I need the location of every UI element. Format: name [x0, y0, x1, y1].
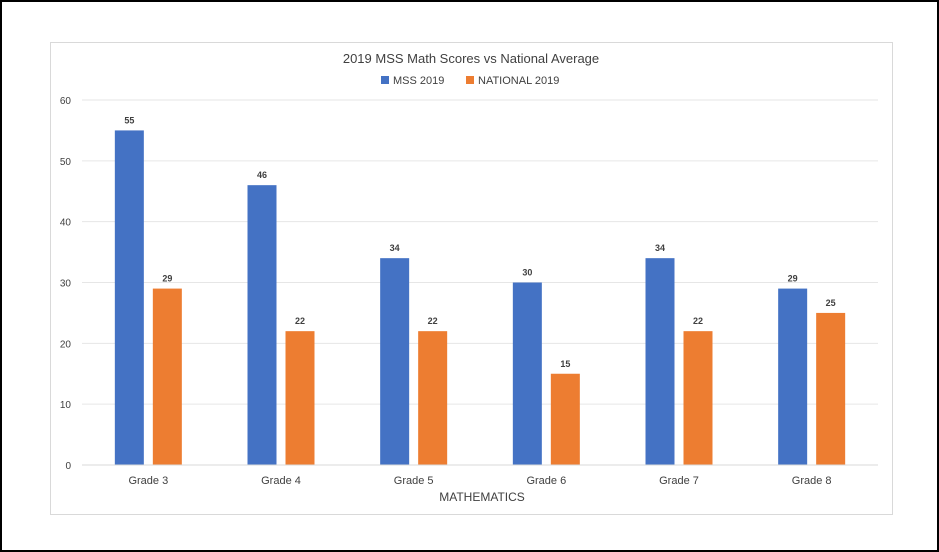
data-label: 29: [788, 274, 798, 284]
data-label: 22: [693, 316, 703, 326]
legend-swatch-mss: [381, 76, 389, 84]
data-label: 25: [826, 298, 836, 308]
data-label: 29: [162, 274, 172, 284]
bar-national: [418, 331, 448, 465]
x-axis-title: MATHEMATICS: [439, 490, 525, 504]
chart-area: 2019 MSS Math Scores vs National Average…: [50, 42, 893, 515]
y-tick-label: 20: [60, 339, 72, 350]
bar-national: [285, 331, 315, 465]
x-tick-label: Grade 6: [526, 475, 566, 487]
bar-mss: [380, 258, 410, 465]
legend: MSS 2019 NATIONAL 2019: [381, 75, 559, 87]
bar-mss: [778, 288, 808, 465]
y-tick-label: 60: [60, 96, 72, 107]
data-label: 46: [257, 170, 267, 180]
bar-mss: [114, 130, 144, 465]
data-labels: 55 29 46 22 34 22 30 15 34 22 29 25: [124, 115, 835, 368]
chart-title: 2019 MSS Math Scores vs National Average: [343, 51, 599, 66]
x-tick-label: Grade 5: [394, 475, 434, 487]
y-tick-label: 50: [60, 157, 72, 168]
legend-swatch-national: [466, 76, 474, 84]
bar-national: [683, 331, 713, 465]
bar-mss: [247, 185, 277, 465]
y-tick-label: 10: [60, 400, 72, 411]
data-label: 34: [390, 243, 400, 253]
bar-mss: [512, 282, 542, 465]
data-label: 55: [124, 115, 134, 125]
legend-label-mss: MSS 2019: [393, 75, 444, 87]
data-label: 22: [428, 316, 438, 326]
x-tick-label: Grade 7: [659, 475, 699, 487]
bars: [114, 130, 846, 465]
gridlines: [82, 99, 878, 405]
data-label: 34: [655, 243, 665, 253]
bar-national: [816, 312, 846, 465]
bar-chart: 2019 MSS Math Scores vs National Average…: [60, 51, 878, 504]
y-axis-ticks: 0 10 20 30 40 50 60: [60, 96, 72, 472]
x-tick-label: Grade 3: [128, 475, 168, 487]
x-tick-label: Grade 4: [261, 475, 301, 487]
data-label: 30: [522, 268, 532, 278]
y-tick-label: 40: [60, 218, 72, 229]
x-tick-label: Grade 8: [792, 475, 832, 487]
y-tick-label: 0: [65, 461, 71, 472]
bar-national: [152, 288, 182, 465]
legend-label-national: NATIONAL 2019: [478, 75, 559, 87]
y-tick-label: 30: [60, 279, 72, 290]
data-label: 15: [560, 359, 570, 369]
data-label: 22: [295, 316, 305, 326]
bar-mss: [645, 258, 675, 465]
x-axis-ticks: Grade 3 Grade 4 Grade 5 Grade 6 Grade 7 Grade…: [128, 475, 831, 487]
bar-national: [550, 373, 580, 465]
